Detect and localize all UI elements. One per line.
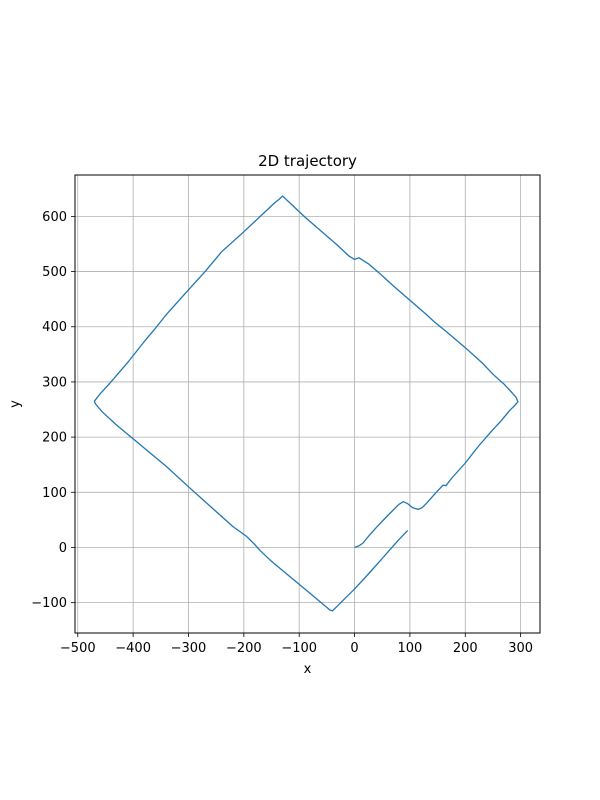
x-tick-label: 0	[350, 641, 358, 656]
x-tick-label: −200	[226, 641, 262, 656]
y-tick-label: 400	[42, 320, 67, 335]
x-tick-label: 100	[397, 641, 422, 656]
x-tick-label: −400	[115, 641, 151, 656]
x-tick-label: −300	[171, 641, 207, 656]
y-tick-label: 0	[59, 541, 67, 556]
trajectory-line	[93, 195, 519, 612]
chart-title: 2D trajectory	[258, 152, 357, 170]
x-tick-label: 300	[508, 641, 533, 656]
x-axis-label: x	[304, 662, 312, 677]
y-tick-label: 500	[42, 265, 67, 280]
y-tick-label: 600	[42, 210, 67, 225]
axes-frame	[74, 174, 541, 634]
x-tick-label: 200	[453, 641, 478, 656]
y-tick-label: −100	[31, 596, 67, 611]
y-axis-label: y	[8, 400, 23, 408]
y-tick-label: 300	[42, 375, 67, 390]
ticks: −500 −400 −300 −200 −100 0 100 200 300 −100 0 100 20…	[31, 210, 533, 656]
x-tick-label: −100	[281, 641, 317, 656]
y-tick-label: 100	[42, 486, 67, 501]
grid	[75, 175, 540, 633]
x-tick-label: −500	[60, 641, 96, 656]
y-tick-label: 200	[42, 431, 67, 446]
plot-area	[93, 195, 519, 612]
